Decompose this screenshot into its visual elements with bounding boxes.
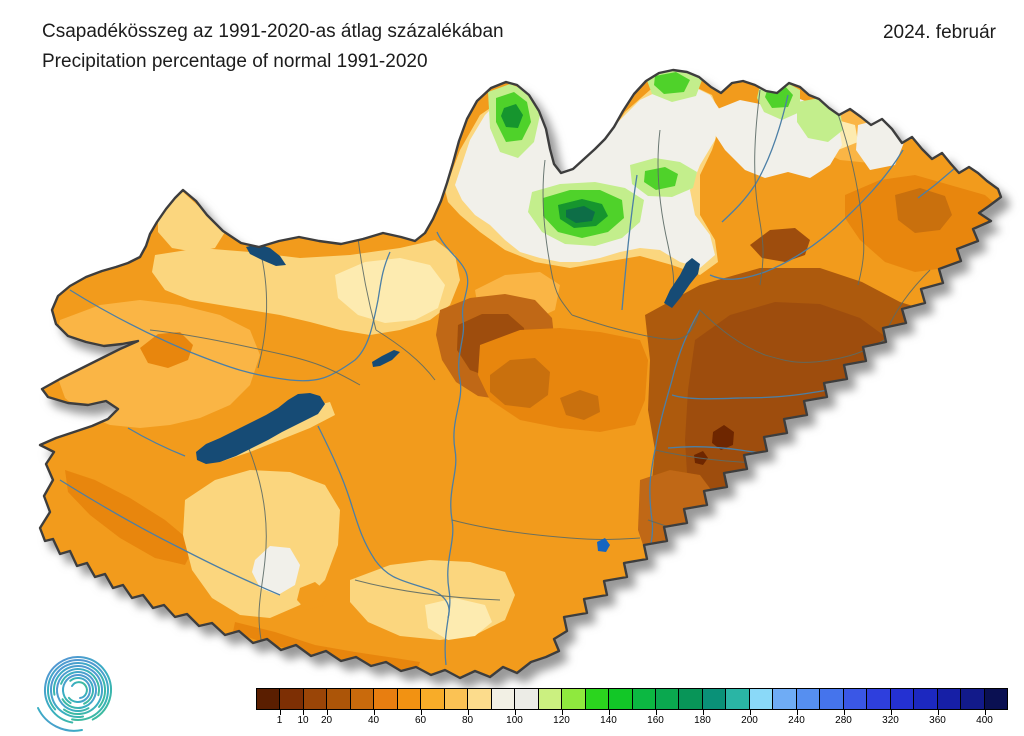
legend-tick-label: 280 — [835, 715, 852, 726]
legend-cell — [585, 689, 610, 709]
legend-tick-label: 60 — [414, 715, 427, 726]
legend-tick-label: 80 — [461, 715, 474, 726]
legend-cell — [726, 689, 750, 709]
legend-cell — [679, 689, 703, 709]
lakes — [196, 244, 700, 464]
legend-cell — [702, 689, 727, 709]
legend-cell — [655, 689, 680, 709]
legend-tick-label: 40 — [367, 715, 380, 726]
legend-cell — [961, 689, 985, 709]
legend-cell — [984, 689, 1007, 709]
legend-cell — [609, 689, 633, 709]
map-title-hungarian: Csapadékösszeg az 1991-2020-as átlag szá… — [42, 21, 504, 42]
legend-tick-label: 320 — [882, 715, 899, 726]
legend-tickmark — [984, 710, 986, 715]
legend-tickmark — [420, 710, 422, 715]
legend-cell — [397, 689, 422, 709]
map-date-label: 2024. február — [882, 22, 996, 43]
legend-tickmark — [279, 710, 281, 715]
legend-cell — [374, 689, 398, 709]
legend-cell — [444, 689, 469, 709]
legend-tick-label: 100 — [506, 715, 523, 726]
legend-cell — [303, 689, 328, 709]
lake-tisza — [664, 258, 700, 308]
legend-cell — [538, 689, 563, 709]
legend-cell — [350, 689, 375, 709]
legend-cell — [937, 689, 962, 709]
legend-tickmark — [373, 710, 375, 715]
legend-cell — [491, 689, 516, 709]
legend-tickmark — [303, 710, 304, 715]
legend-tickmark — [608, 710, 610, 715]
legend-cell — [796, 689, 821, 709]
legend-cell — [914, 689, 938, 709]
legend-tick-label: 140 — [600, 715, 617, 726]
legend-cell — [773, 689, 797, 709]
legend-tick-label: 120 — [553, 715, 570, 726]
lake-ferto — [246, 244, 286, 266]
legend-tickmark — [326, 710, 328, 715]
legend-cell — [867, 689, 891, 709]
legend-cell — [562, 689, 586, 709]
legend-tickmark — [796, 710, 798, 715]
legend-tickmark — [890, 710, 892, 715]
legend-tick-label: 160 — [647, 715, 664, 726]
legend-tickmark — [514, 710, 516, 715]
legend-cell — [257, 689, 281, 709]
legend-cell — [327, 689, 351, 709]
legend-cell — [820, 689, 844, 709]
legend-tick-label: 200 — [741, 715, 758, 726]
hungaromet-logo-icon — [37, 656, 112, 732]
legend-cell — [890, 689, 915, 709]
legend-tick-label: 360 — [929, 715, 946, 726]
legend-tickmark — [937, 710, 939, 715]
map-title-english: Precipitation percentage of normal 1991-… — [42, 51, 428, 72]
legend-cell — [421, 689, 445, 709]
legend-cell — [280, 689, 304, 709]
legend-tick-label: 1 — [276, 715, 283, 726]
legend-tick-label: 240 — [788, 715, 805, 726]
small-lake-dot — [597, 538, 610, 552]
legend-cell — [843, 689, 868, 709]
legend-tickmark — [561, 710, 563, 715]
country-border — [38, 68, 1003, 680]
lake-velence — [372, 350, 400, 367]
legend-bar — [256, 688, 1008, 710]
legend-tickmark — [749, 710, 751, 715]
legend-tick-label: 10 — [297, 715, 309, 726]
legend-ticks: 1 10 20 40 60 80 100 120 140 160 180 200 240 280 320 36… — [256, 710, 1008, 732]
legend-tick-label: 400 — [976, 715, 993, 726]
legend-tickmark — [843, 710, 845, 715]
legend-cell — [632, 689, 656, 709]
lake-balaton — [196, 393, 325, 464]
legend-tickmark — [467, 710, 469, 715]
legend-cell — [749, 689, 774, 709]
legend-tick-label: 20 — [320, 715, 333, 726]
legend-cell — [515, 689, 539, 709]
legend-cell — [468, 689, 492, 709]
legend-tick-label: 180 — [694, 715, 711, 726]
country-shape — [38, 68, 1003, 680]
legend-tickmark — [702, 710, 704, 715]
legend-tickmark — [655, 710, 657, 715]
